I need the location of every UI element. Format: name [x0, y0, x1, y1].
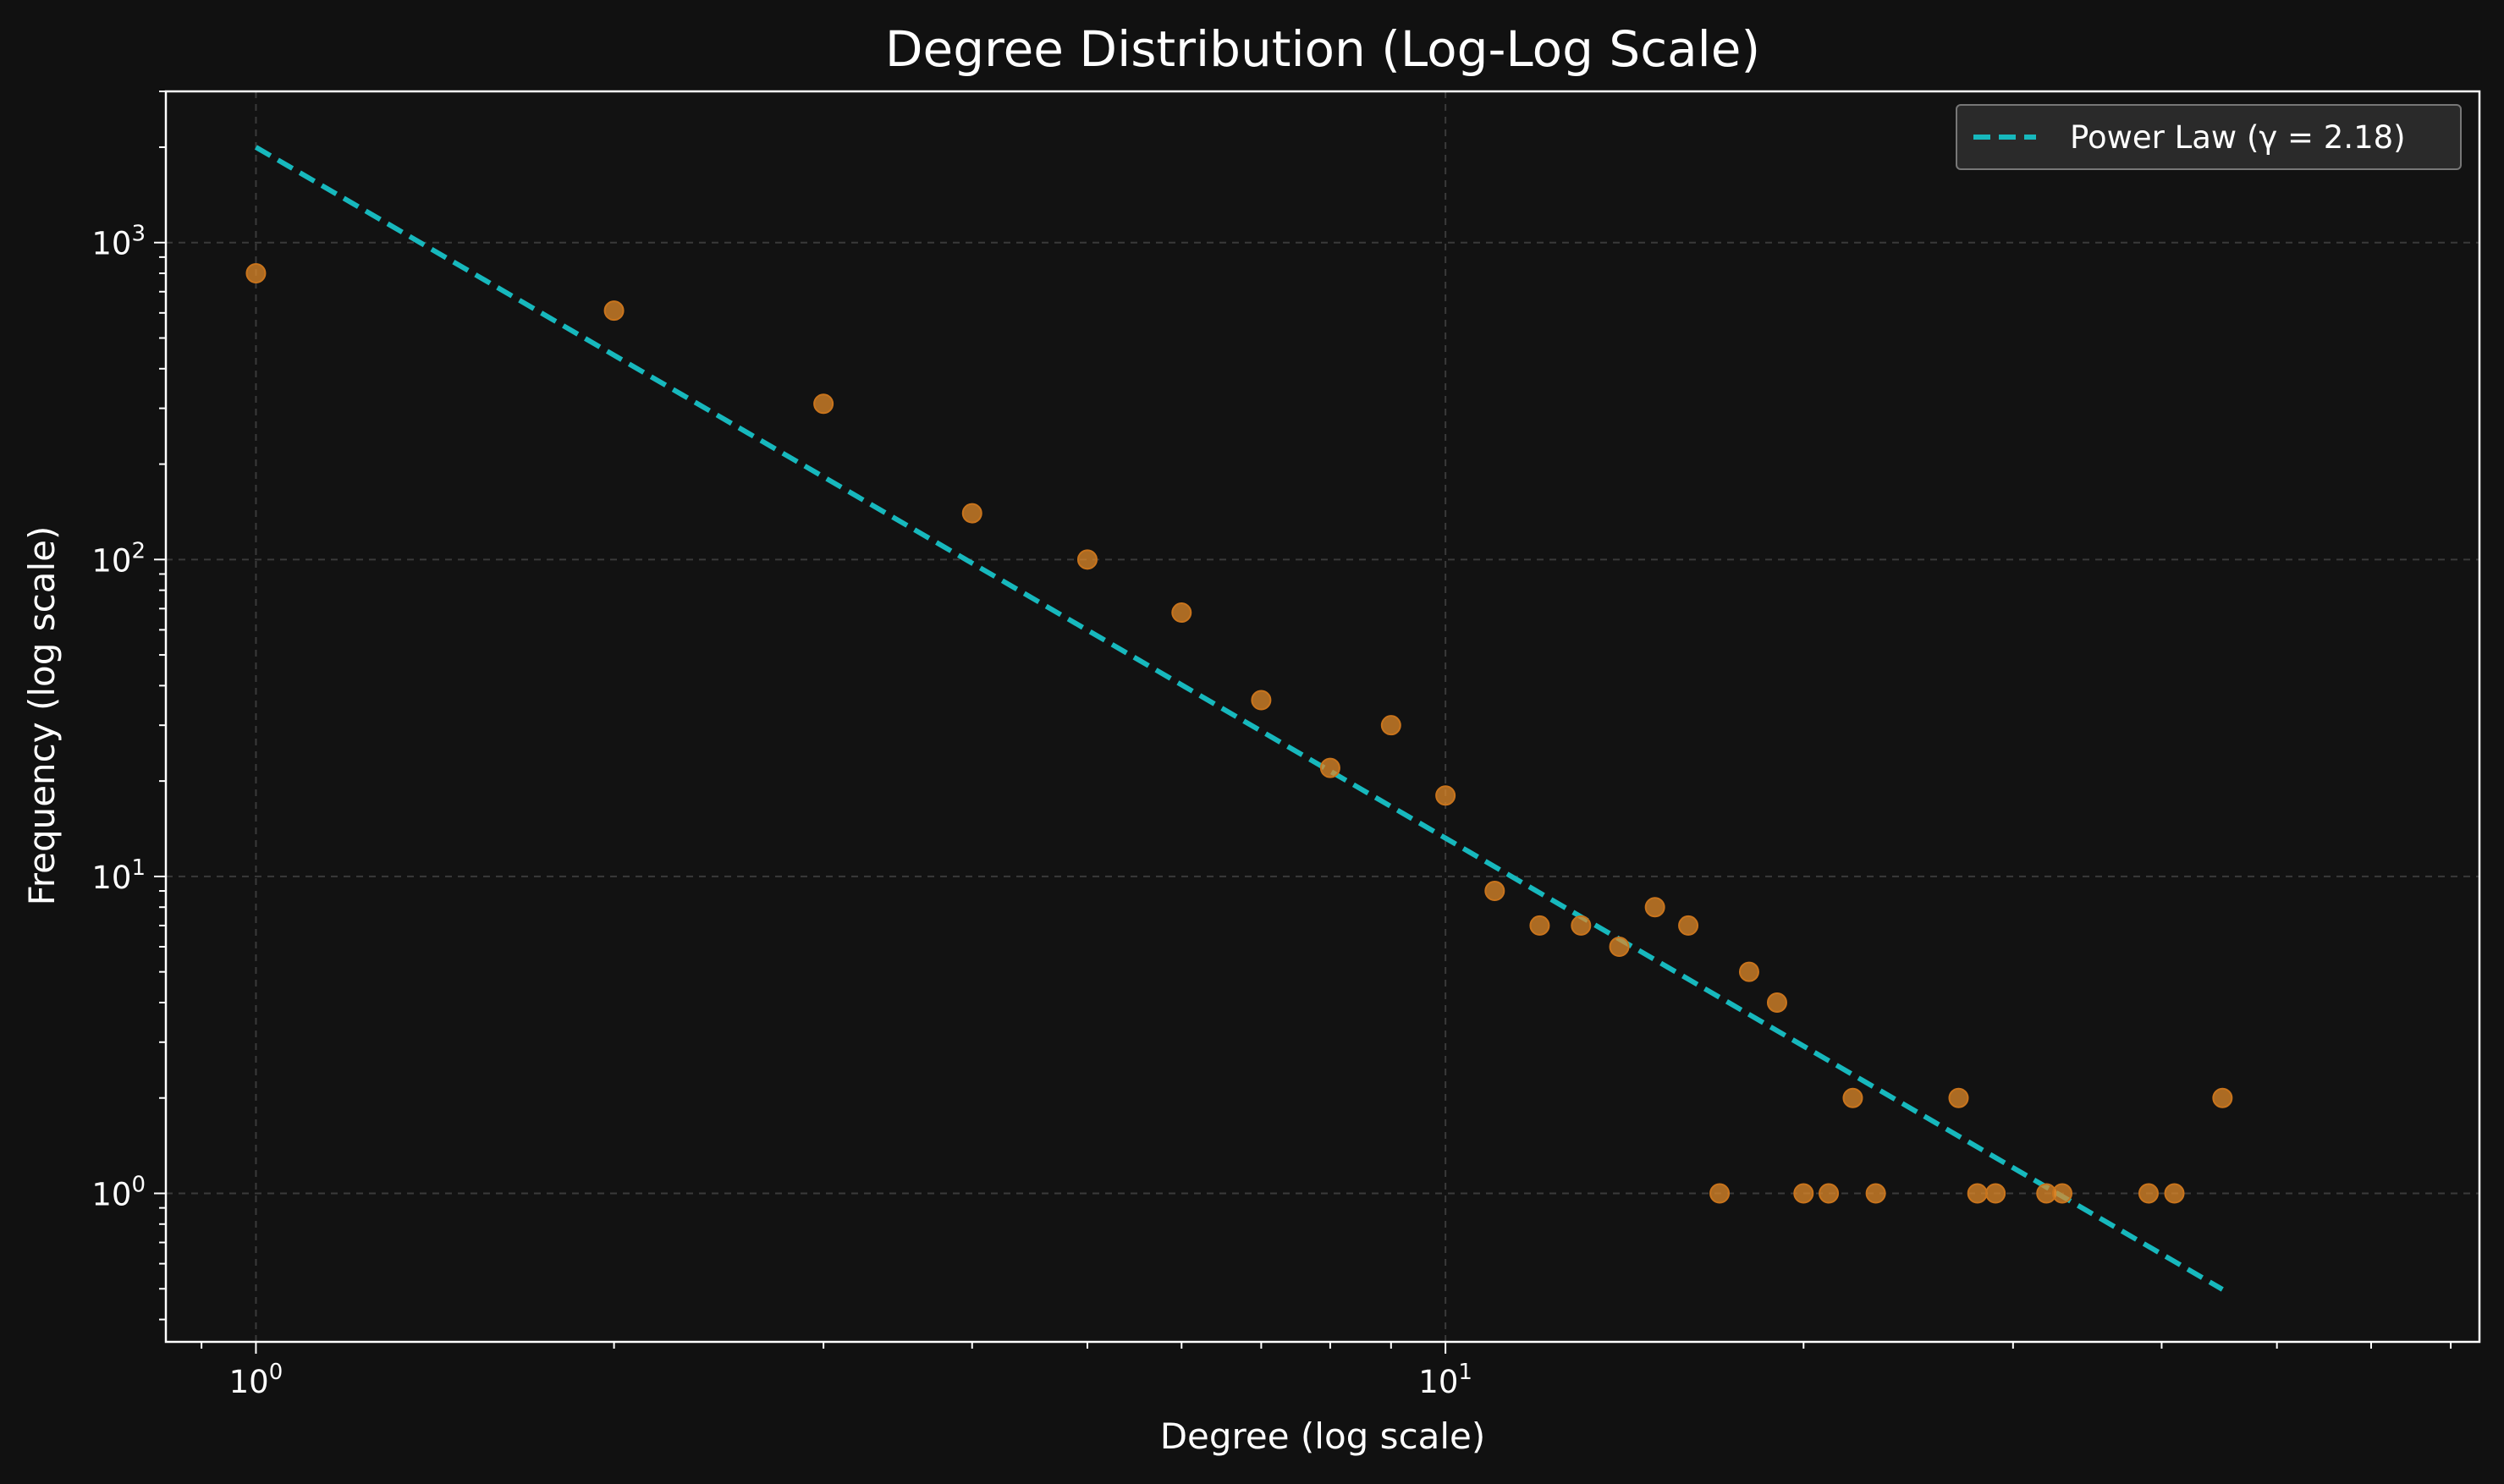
data-point: [1678, 915, 1699, 936]
data-point: [813, 393, 834, 415]
data-point: [1171, 602, 1192, 624]
data-point: [1985, 1183, 2006, 1204]
data-point: [2164, 1183, 2185, 1204]
data-point: [1435, 785, 1456, 806]
data-point: [1819, 1183, 1840, 1204]
data-point: [1380, 715, 1401, 736]
axes-frame: [164, 90, 2481, 1344]
data-point: [1076, 549, 1098, 570]
power-law-fit-line: [254, 145, 2224, 1292]
data-point: [2051, 1183, 2072, 1204]
data-point: [1865, 1183, 1886, 1204]
data-point: [1644, 897, 1665, 918]
data-point: [2138, 1183, 2159, 1204]
y-tick-label: 100: [91, 1172, 146, 1212]
x-tick-label: 100: [229, 1360, 283, 1400]
data-point: [1709, 1183, 1731, 1204]
data-point: [1571, 915, 1592, 936]
legend-label: Power Law (γ = 2.18): [2070, 119, 2406, 156]
data-point: [1948, 1087, 1969, 1108]
y-tick-label: 101: [91, 855, 146, 896]
data-point: [1529, 915, 1550, 936]
y-tick-label: 103: [91, 222, 146, 262]
data-point: [2212, 1087, 2233, 1108]
data-point: [1738, 961, 1759, 982]
data-point: [245, 263, 267, 284]
data-point: [961, 503, 982, 524]
data-point: [1842, 1087, 1863, 1108]
data-point: [1793, 1183, 1814, 1204]
data-point: [1484, 881, 1505, 902]
x-axis-label: Degree (log scale): [1160, 1415, 1486, 1457]
legend-box: [1956, 104, 2462, 170]
data-point: [1967, 1183, 1988, 1204]
data-point: [1609, 937, 1630, 958]
legend: Power Law (γ = 2.18): [1956, 104, 2462, 170]
data-point: [1766, 992, 1787, 1013]
data-point: [1319, 757, 1340, 778]
x-tick-label: 101: [1418, 1360, 1472, 1400]
chart-title: Degree Distribution (Log-Log Scale): [885, 20, 1760, 78]
data-point: [1251, 690, 1272, 711]
data-point: [603, 300, 625, 322]
y-tick-label: 102: [91, 538, 146, 579]
plot-area: [166, 91, 2479, 1342]
y-axis-label: Frequency (log scale): [21, 526, 63, 906]
